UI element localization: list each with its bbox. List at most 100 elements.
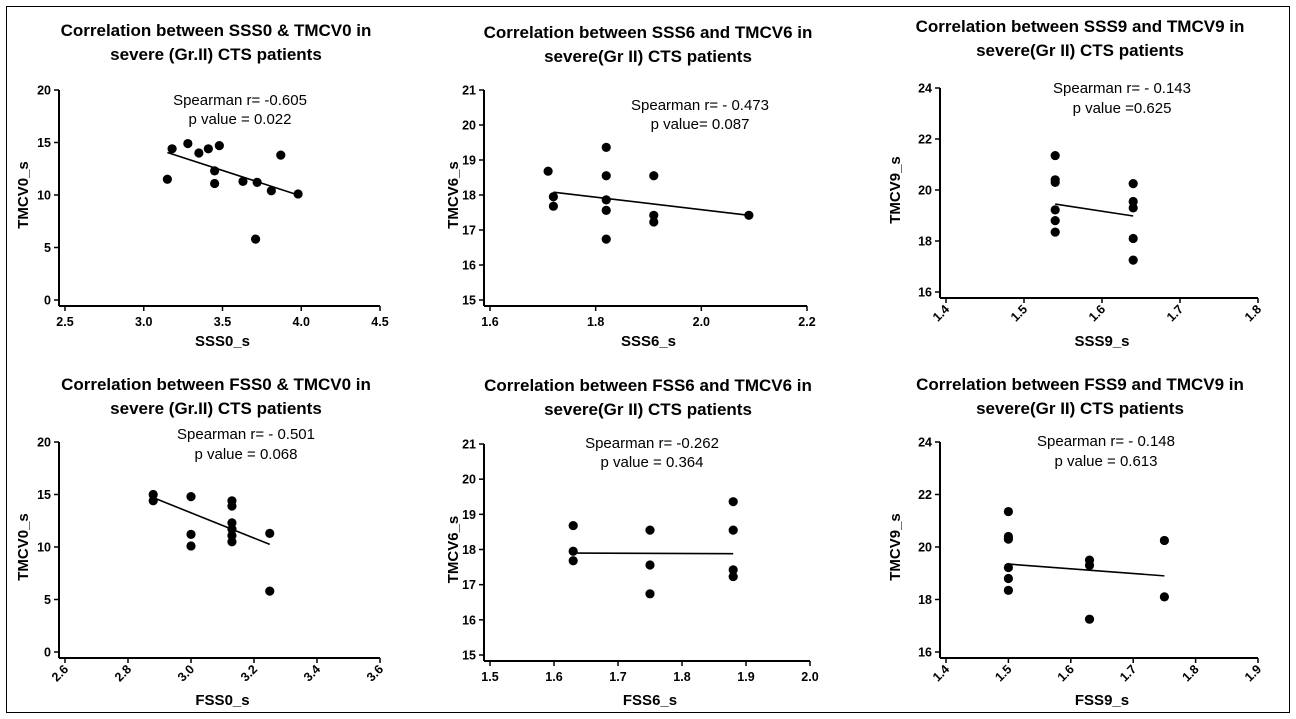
chart-svg-1: Correlation between SSS0 & TMCV0 in sever… [15,21,389,350]
data-point [265,586,275,596]
data-point [548,201,558,211]
x-tick-label: 3.0 [135,315,152,329]
regression-line [1008,563,1165,577]
y-tick-label: 17 [462,578,476,592]
y-tick-label: 15 [462,649,476,663]
data-point [1003,573,1013,584]
y-tick-label: 21 [462,84,476,98]
data-point [1128,203,1138,213]
chart-svg-6: Correlation between FSS9 and TMCV9 in sev… [887,375,1264,709]
y-tick-label: 18 [462,543,476,557]
x-axis-label: SSS9_s [1074,333,1129,350]
regression-line [573,552,734,555]
y-tick-label: 16 [918,646,932,660]
data-point [1128,233,1138,244]
x-tick-label: 1.8 [587,315,604,329]
x-axis-label: FSS0_s [195,692,249,709]
x-tick-label: 3.2 [238,662,260,684]
data-point [1050,216,1060,226]
y-tick-label: 20 [37,84,51,98]
chart-title-line: Correlation between FSS9 and TMCV9 in [916,375,1244,394]
data-point [728,525,738,535]
chart-title-line: severe (Gr.II) CTS patients [110,45,322,64]
x-tick-label: 3.0 [175,662,197,684]
data-point [649,171,659,181]
chart-panel-4: Correlation between FSS0 & TMCV0 in sever… [0,360,432,719]
x-tick-label: 1.7 [609,670,626,684]
x-tick-label: 1.9 [737,670,754,684]
data-point [601,195,611,205]
data-point [266,186,276,196]
y-axis-label: TMCV6_s [445,516,462,584]
data-point [601,234,611,244]
chart-title-line: Correlation between SSS6 and TMCV6 in [484,23,813,42]
x-tick-label: 1.7 [1164,302,1186,324]
x-tick-label: 2.8 [112,662,134,684]
x-tick-label: 3.6 [364,662,386,684]
x-tick-label: 1.5 [481,670,498,684]
chart-svg-4: Correlation between FSS0 & TMCV0 in sever… [15,375,386,709]
y-tick-label: 24 [918,436,932,450]
x-tick-label: 1.8 [673,670,690,684]
y-tick-label: 16 [462,259,476,273]
data-point [1128,179,1138,189]
x-tick-label: 1.4 [930,302,952,324]
chart-title-line: Correlation between FSS6 and TMCV6 in [484,376,812,395]
chart-svg-3: Correlation between SSS9 and TMCV9 in sev… [887,17,1264,350]
chart-panel-2: Correlation between SSS6 and TMCV6 in sev… [432,0,864,359]
x-tick-label: 4.0 [293,315,310,329]
chart-svg-5: Correlation between FSS6 and TMCV6 in sev… [445,376,819,709]
data-point [250,234,261,244]
data-point [167,144,177,154]
data-point [162,174,172,184]
x-tick-label: 1.5 [992,662,1014,684]
y-axis-label: TMCV9_s [887,156,904,224]
spearman-r-annotation: Spearman r= - 0.143 [1053,80,1191,97]
x-tick-label: 4.5 [371,315,388,329]
chart-title-line: severe (Gr.II) CTS patients [110,399,322,418]
x-tick-label: 3.4 [301,662,323,684]
data-point [186,529,196,539]
data-point [227,501,237,511]
data-point [1050,150,1060,161]
chart-title-line: Correlation between SSS9 and TMCV9 in [916,17,1245,36]
data-point [227,518,237,528]
x-tick-label: 1.8 [1242,302,1264,324]
chart-title-line: severe(Gr II) CTS patients [976,399,1184,418]
y-tick-label: 20 [462,473,476,487]
y-axis-label: TMCV6_s [445,161,462,229]
y-tick-label: 10 [37,189,51,203]
y-tick-label: 18 [918,235,932,249]
chart-panel-3: Correlation between SSS9 and TMCV9 in sev… [864,0,1296,359]
x-tick-label: 3.5 [214,315,231,329]
data-point [1128,255,1138,265]
chart-panel-1: Correlation between SSS0 & TMCV0 in sever… [0,0,432,359]
x-tick-label: 1.6 [545,670,562,684]
p-value-annotation: p value = 0.364 [600,454,703,471]
p-value-annotation: p value = 0.022 [188,111,291,128]
regression-line [553,191,749,217]
chart-title-line: severe(Gr II) CTS patients [976,41,1184,60]
spearman-r-annotation: Spearman r= - 0.501 [177,426,315,443]
x-tick-label: 1.7 [1117,662,1139,684]
data-point [265,528,275,538]
data-point [227,537,237,547]
regression-line [1055,203,1134,217]
x-tick-label: 1.6 [1055,662,1077,684]
x-axis-label: FSS6_s [623,692,677,709]
spearman-r-annotation: Spearman r= - 0.148 [1037,433,1175,450]
x-tick-label: 2.5 [56,315,73,329]
data-point [645,525,655,535]
data-point [1159,535,1169,546]
y-tick-label: 16 [918,286,932,300]
chart-panel-5: Correlation between FSS6 and TMCV6 in sev… [432,360,864,719]
y-axis-label: TMCV0_s [15,513,32,581]
data-point [568,556,578,566]
y-tick-label: 19 [462,154,476,168]
data-point [1050,227,1060,237]
chart-title-line: severe(Gr II) CTS patients [544,400,752,419]
y-tick-label: 18 [918,593,932,607]
data-point [1128,196,1138,207]
y-tick-label: 22 [918,133,932,147]
